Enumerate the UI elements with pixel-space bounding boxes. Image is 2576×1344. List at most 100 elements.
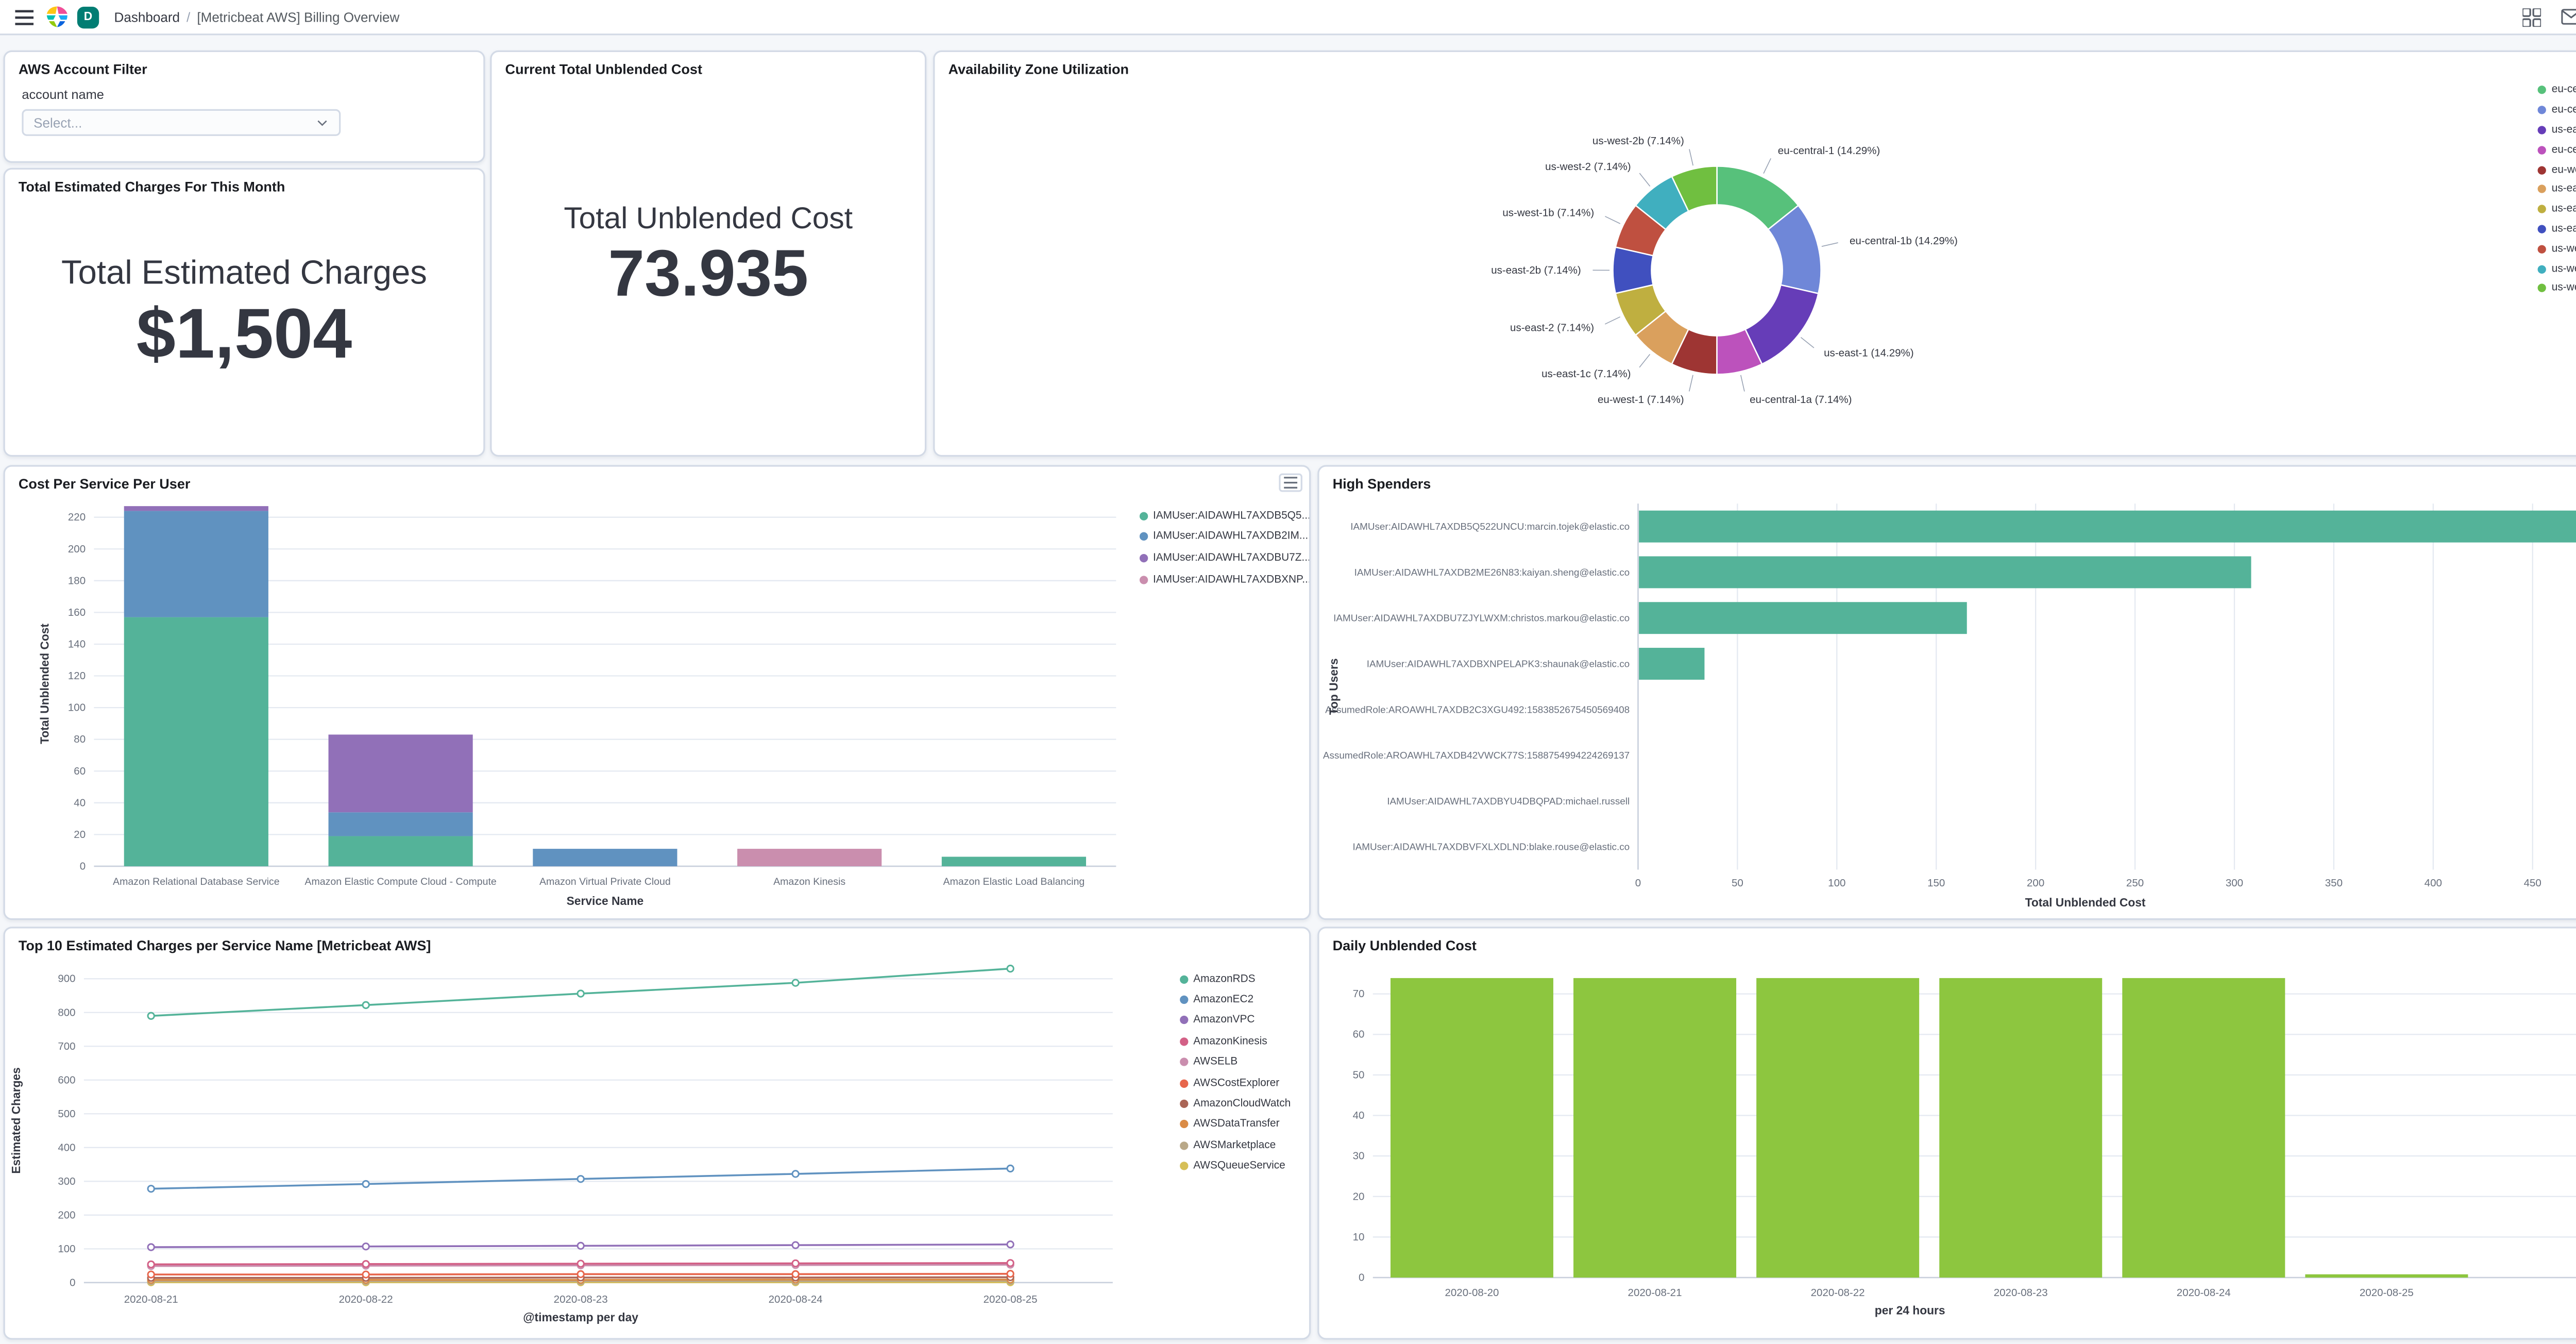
top-services-line-chart[interactable]: 0 100 200 300 400 500 600 700 800 900 2020-08-21 20… bbox=[5, 928, 1309, 1338]
account-name-label: account name bbox=[22, 87, 104, 103]
legend-toggle-button[interactable] bbox=[1279, 473, 1302, 492]
svg-text:us-west-2b (7.14%): us-west-2b (7.14%) bbox=[1592, 135, 1684, 147]
legend-item[interactable]: eu-central-1b bbox=[2538, 100, 2576, 120]
panel-title: Availability Zone Utilization bbox=[948, 60, 1129, 77]
svg-text:2020-08-24: 2020-08-24 bbox=[769, 1293, 823, 1305]
legend-label: eu-central-1a bbox=[2551, 144, 2576, 156]
svg-text:400: 400 bbox=[58, 1141, 75, 1153]
account-name-combobox[interactable]: Select... bbox=[22, 109, 341, 136]
panel-title: Daily Unblended Cost bbox=[1332, 936, 1477, 954]
legend-item[interactable]: eu-central-1a bbox=[2538, 140, 2576, 160]
svg-text:450: 450 bbox=[2524, 877, 2541, 889]
legend-item[interactable]: us-east-2 bbox=[2538, 199, 2576, 219]
svg-text:2020-08-23: 2020-08-23 bbox=[1994, 1287, 2048, 1299]
cost-per-service-chart[interactable]: 0 20 40 60 80 100 120 140 160 180 200 220 Amazon Rel… bbox=[5, 467, 1309, 918]
legend-item[interactable]: AmazonKinesis bbox=[1180, 1031, 1291, 1052]
hamburger-icon bbox=[14, 9, 33, 25]
svg-text:100: 100 bbox=[68, 702, 86, 714]
legend-item[interactable]: us-east-1 bbox=[2538, 120, 2576, 140]
legend-item[interactable]: AmazonRDS bbox=[1180, 969, 1291, 989]
legend-item[interactable]: IAMUser:AIDAWHL7AXDB2IM... bbox=[1139, 527, 1309, 548]
svg-text:Service Name: Service Name bbox=[567, 894, 644, 908]
svg-text:Amazon Elastic Compute Cloud -: Amazon Elastic Compute Cloud - Compute bbox=[304, 876, 496, 887]
daily-cost-bar-chart[interactable]: 0 10 20 30 40 50 60 70 2020-08-20 2020-08-21 2020-… bbox=[1319, 928, 2576, 1338]
legend-item[interactable]: IAMUser:AIDAWHL7AXDBXNP... bbox=[1139, 569, 1309, 590]
legend-item[interactable]: eu-central-1 bbox=[2538, 80, 2576, 100]
legend-item[interactable]: AmazonVPC bbox=[1180, 1010, 1291, 1031]
svg-text:IAMUser:AIDAWHL7AXDB2ME26N83:k: IAMUser:AIDAWHL7AXDB2ME26N83:kaiyan.shen… bbox=[1354, 567, 1630, 578]
svg-text:eu-central-1b (14.29%): eu-central-1b (14.29%) bbox=[1850, 235, 1958, 247]
panel-top10-estimated-charges: Top 10 Estimated Charges per Service Nam… bbox=[3, 927, 1311, 1340]
mail-icon bbox=[2561, 9, 2576, 25]
svg-text:200: 200 bbox=[58, 1209, 75, 1221]
legend-item[interactable]: IAMUser:AIDAWHL7AXDB5Q5... bbox=[1139, 506, 1309, 527]
svg-text:80: 80 bbox=[74, 733, 86, 745]
legend-swatch-icon bbox=[2538, 86, 2547, 95]
svg-text:50: 50 bbox=[1732, 877, 1743, 889]
space-switcher-button[interactable]: D bbox=[77, 6, 99, 28]
legend-label: AWSDataTransfer bbox=[1193, 1118, 1280, 1131]
breadcrumb-dashboard-link[interactable]: Dashboard bbox=[114, 9, 180, 25]
legend-swatch-icon bbox=[2538, 165, 2547, 174]
svg-text:us-east-1c (7.14%): us-east-1c (7.14%) bbox=[1541, 368, 1631, 380]
svg-text:2020-08-20: 2020-08-20 bbox=[1445, 1287, 1499, 1299]
legend-swatch-icon bbox=[1180, 1120, 1189, 1129]
legend-item[interactable]: us-east-1c bbox=[2538, 180, 2576, 199]
svg-text:10: 10 bbox=[1353, 1231, 1365, 1243]
svg-text:50: 50 bbox=[1353, 1069, 1365, 1081]
metric-value: $1,504 bbox=[136, 294, 352, 373]
legend-item[interactable]: AWSMarketplace bbox=[1180, 1135, 1291, 1156]
legend-item[interactable]: us-east-2b bbox=[2538, 219, 2576, 239]
svg-text:150: 150 bbox=[1927, 877, 1945, 889]
svg-text:700: 700 bbox=[58, 1040, 75, 1052]
svg-text:AssumedRole:AROAWHL7AXDB2C3XGU: AssumedRole:AROAWHL7AXDB2C3XGU492:158385… bbox=[1325, 704, 1630, 715]
legend-item[interactable]: IAMUser:AIDAWHL7AXDBU7Z... bbox=[1139, 548, 1309, 569]
menu-button[interactable] bbox=[10, 4, 37, 30]
svg-text:0: 0 bbox=[1359, 1272, 1364, 1284]
svg-text:120: 120 bbox=[68, 670, 86, 682]
svg-text:40: 40 bbox=[1353, 1110, 1365, 1121]
legend-label: AmazonKinesis bbox=[1193, 1035, 1267, 1048]
svg-text:400: 400 bbox=[2425, 877, 2442, 889]
legend-item[interactable]: AWSDataTransfer bbox=[1180, 1114, 1291, 1135]
svg-text:100: 100 bbox=[1828, 877, 1845, 889]
svg-text:0: 0 bbox=[70, 1276, 75, 1288]
svg-text:Amazon Elastic Load Balancing: Amazon Elastic Load Balancing bbox=[943, 876, 1085, 887]
notifications-button[interactable] bbox=[2558, 4, 2576, 30]
legend-swatch-icon bbox=[2538, 185, 2547, 194]
apps-button[interactable] bbox=[2517, 4, 2544, 30]
legend-swatch-icon bbox=[1180, 1058, 1189, 1067]
svg-text:100: 100 bbox=[58, 1243, 75, 1255]
legend-item[interactable]: AWSELB bbox=[1180, 1052, 1291, 1072]
legend-swatch-icon bbox=[2538, 225, 2547, 233]
metric-label: Total Estimated Charges bbox=[61, 255, 427, 292]
svg-text:Amazon Virtual Private Cloud: Amazon Virtual Private Cloud bbox=[539, 876, 671, 887]
combobox-placeholder: Select... bbox=[33, 115, 82, 130]
svg-text:40: 40 bbox=[74, 797, 86, 809]
svg-text:140: 140 bbox=[68, 638, 86, 650]
legend-swatch-icon bbox=[1139, 532, 1148, 542]
legend-item[interactable]: us-west-2b bbox=[2538, 279, 2576, 298]
legend-item[interactable]: AmazonCloudWatch bbox=[1180, 1094, 1291, 1114]
svg-text:us-east-1 (14.29%): us-east-1 (14.29%) bbox=[1824, 347, 1913, 359]
svg-text:Estimated Charges: Estimated Charges bbox=[9, 1067, 23, 1174]
legend-item[interactable]: us-west-2 bbox=[2538, 259, 2576, 278]
legend-item[interactable]: AWSCostExplorer bbox=[1180, 1072, 1291, 1093]
high-spenders-chart[interactable]: 0 50 100 150 200 250 300 350 400 450 IAMUser:AIDAW… bbox=[1319, 467, 2576, 918]
elastic-logo-icon[interactable] bbox=[44, 4, 71, 30]
svg-text:0: 0 bbox=[1635, 877, 1641, 889]
legend-label: us-east-1 bbox=[2551, 124, 2576, 136]
legend-item[interactable]: AmazonEC2 bbox=[1180, 989, 1291, 1010]
topbar-actions: Z bbox=[2517, 4, 2576, 30]
legend-item[interactable]: eu-west-1 bbox=[2538, 160, 2576, 179]
legend-item[interactable]: AWSQueueService bbox=[1180, 1156, 1291, 1177]
svg-text:Amazon Kinesis: Amazon Kinesis bbox=[773, 876, 845, 887]
panel-availability-zone-utilization: Availability Zone Utilization eu-central… bbox=[933, 50, 2576, 457]
az-donut-chart[interactable]: eu-central-1 (14.29%) eu-central-1b (14.2… bbox=[935, 52, 2576, 455]
panel-title: Top 10 Estimated Charges per Service Nam… bbox=[18, 936, 431, 954]
legend-item[interactable]: us-west-1b bbox=[2538, 239, 2576, 259]
top-services-legend: AmazonRDS AmazonEC2 AmazonVPC AmazonKinesis… bbox=[1180, 969, 1291, 1177]
svg-text:500: 500 bbox=[58, 1108, 75, 1120]
legend-label: us-east-2b bbox=[2551, 223, 2576, 235]
